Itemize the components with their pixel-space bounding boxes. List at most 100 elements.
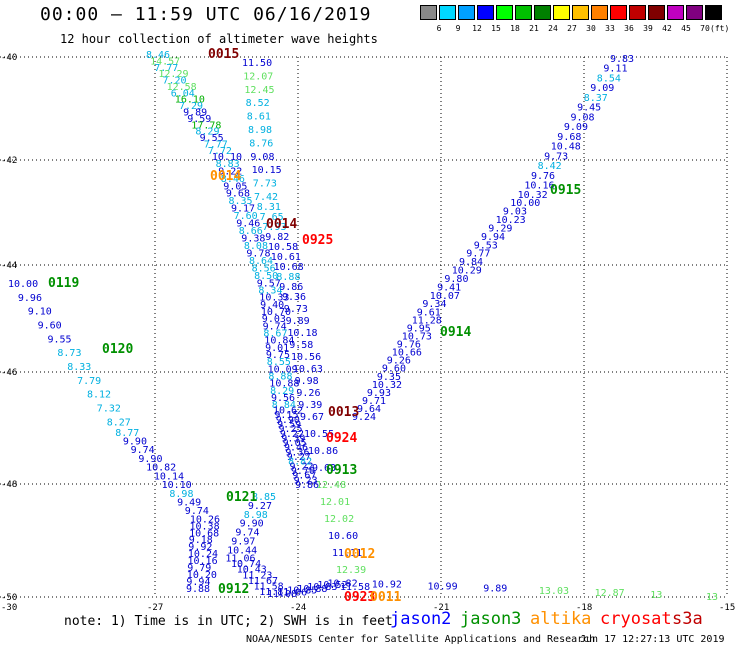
wave-height-label: 9.59 (277, 420, 301, 431)
wave-height-label: 9.08 (250, 152, 274, 163)
wave-height-label: 9.41 (437, 282, 461, 293)
wave-height-label: 9.74 (263, 321, 287, 332)
wave-height-label: 8.08 (244, 241, 268, 252)
wave-height-label: 9.03 (262, 314, 286, 325)
wave-height-label: 10.23 (496, 215, 526, 226)
wave-height-label: 8.67 (263, 329, 287, 340)
wave-height-label: 10.56 (291, 352, 321, 363)
pass-time-label: 0914 (440, 325, 471, 340)
wave-height-label: 10.99 (428, 582, 458, 593)
wave-height-label: 11.81 (259, 587, 289, 598)
wave-height-label: 13.03 (539, 586, 569, 597)
pass-time-label: 0924 (326, 431, 357, 446)
wave-height-label: 9.77 (466, 249, 490, 260)
legend-label: 42 (662, 24, 672, 33)
satellite-altika: altika (530, 609, 592, 629)
wave-height-label: 10.83 (307, 582, 337, 593)
lat-tick-label: -48 (1, 480, 17, 490)
wave-height-label: 9.56 (271, 393, 295, 404)
wave-height-label: 8.85 (252, 492, 276, 503)
legend-swatch (648, 5, 665, 20)
legend-label: 12 (472, 24, 482, 33)
wave-height-label: 9.89 (286, 316, 310, 327)
wave-height-label: 9.46 (236, 219, 260, 230)
wave-height-label: 8.64 (249, 256, 273, 267)
wave-height-label: 9.58 (289, 340, 313, 351)
wave-height-label: 11.28 (412, 315, 442, 326)
wave-height-label: 9.97 (231, 536, 255, 547)
footer-timestamp: Jun 17 12:27:13 UTC 2019 (580, 634, 725, 645)
satellite-jason3: jason3 (460, 609, 522, 629)
wave-height-label: 9.90 (276, 415, 300, 426)
wave-height-label: 7.60 (234, 211, 258, 222)
lat-tick-label: -46 (1, 368, 17, 378)
wave-height-label: 9.74 (235, 528, 259, 539)
wave-height-label: 9.53 (474, 240, 498, 251)
wave-height-label: 8.77 (115, 428, 139, 439)
wave-height-label: 9.23 (294, 475, 318, 486)
wave-height-label: 10.16 (188, 556, 218, 567)
pass-time-label: 0120 (102, 342, 133, 357)
wave-height-label: 9.84 (459, 257, 483, 268)
lat-tick-label: -30 (1, 603, 17, 613)
legend-swatch (705, 5, 722, 20)
wave-height-label: 9.86 (279, 282, 303, 293)
wave-height-label: 9.86 (295, 480, 319, 491)
legend-swatch (610, 5, 627, 20)
wave-height-label: 12.29 (158, 69, 188, 80)
legend-swatch (572, 5, 589, 20)
wave-height-label: 8.29 (270, 386, 294, 397)
pass-time-label: 0913 (326, 463, 357, 478)
wave-height-label: 9.05 (223, 181, 247, 192)
wave-height-label: 9.60 (382, 364, 406, 375)
pass-time-label: 0923 (344, 590, 375, 605)
wave-height-label: 12.45 (244, 85, 274, 96)
page-title: 00:00 — 11:59 UTC 06/16/2019 (40, 4, 372, 25)
wave-height-label: 11.58 (254, 582, 284, 593)
legend-swatch (458, 5, 475, 20)
legend-label: 9 (455, 24, 461, 33)
wave-height-label: 16.10 (175, 95, 205, 106)
wave-height-label: 10.63 (293, 364, 323, 375)
wave-height-label: 9.10 (28, 307, 52, 318)
wave-height-label: 9.27 (287, 452, 311, 463)
wave-height-label: 10.00 (510, 198, 540, 209)
wave-height-label: 17.78 (191, 120, 221, 131)
wave-height-label: 10.58 (268, 242, 298, 253)
pass-time-label: 0912 (218, 582, 249, 597)
wave-height-label: 8.56 (252, 263, 276, 274)
wave-height-label: 9.94 (186, 577, 210, 588)
wave-height-label: 9.38 (241, 234, 265, 245)
wave-height-label: 8.46 (146, 50, 170, 61)
wave-height-label: 9.76 (531, 171, 555, 182)
wave-height-label: 9.78 (246, 248, 270, 259)
wave-height-label: 8.82 (288, 457, 312, 468)
wave-height-label: 8.66 (239, 226, 263, 237)
wave-height-label: 8.50 (254, 271, 278, 282)
wave-height-label: 10.55 (304, 429, 334, 440)
pass-time-label: 0925 (302, 233, 333, 248)
lon-tick-label: -15 (719, 603, 735, 613)
legend-swatch (477, 5, 494, 20)
wave-height-label: 10.60 (328, 531, 358, 542)
wave-height-label: 13 (706, 592, 718, 603)
wave-height-label: 9.55 (48, 334, 72, 345)
wave-height-label: 7.42 (254, 192, 278, 203)
wave-height-label: 12.58 (167, 82, 197, 93)
wave-height-label: 8.88 (268, 372, 292, 383)
wave-height-label: 10.32 (372, 380, 402, 391)
wave-height-label: 9.60 (38, 321, 62, 332)
wave-height-label: 9.22 (280, 429, 304, 440)
wave-height-label: 10.82 (328, 578, 358, 589)
wave-height-label: 9.82 (265, 232, 289, 243)
wave-height-label: 7.79 (77, 376, 101, 387)
wave-height-label: 9.95 (407, 324, 431, 335)
wave-height-label: 9.73 (544, 151, 568, 162)
wave-height-label: 10.61 (271, 252, 301, 263)
wave-height-label: 12.02 (324, 514, 354, 525)
wave-height-label: 10.84 (264, 336, 294, 347)
wave-height-label: 10.43 (237, 565, 267, 576)
legend-label: 33 (605, 24, 615, 33)
wave-height-label: 10.09 (268, 364, 298, 375)
wave-height-label: 8.29 (195, 127, 219, 138)
